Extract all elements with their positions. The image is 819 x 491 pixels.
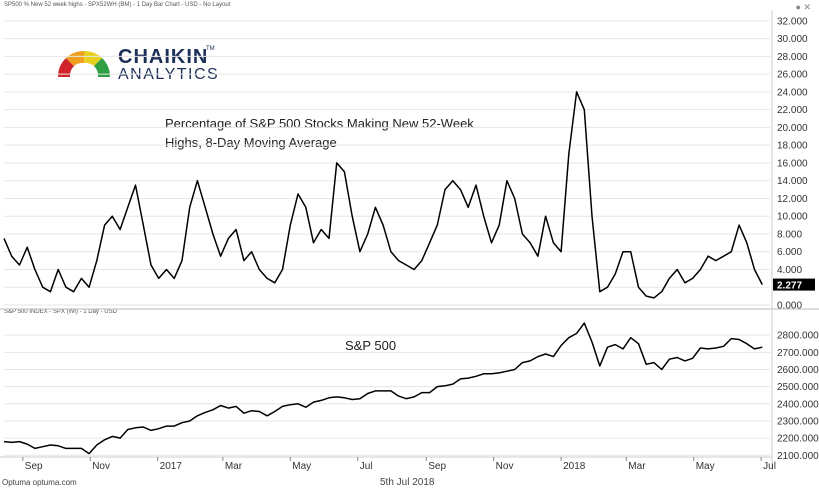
x-tick-label: Nov [496, 461, 514, 472]
logo-tm: TM [206, 46, 215, 52]
y-tick-label: 28.000 [777, 52, 808, 63]
y-tick-label: 24.000 [777, 87, 808, 98]
last-value-box [773, 278, 815, 291]
y-tick-label: 12.000 [777, 194, 808, 205]
x-tick-label: 2017 [160, 461, 183, 472]
y-tick-label: 14.000 [777, 176, 808, 187]
x-tick-label: Mar [225, 461, 243, 472]
y-tick-label: 16.000 [777, 158, 808, 169]
last-value-label: 2.277 [777, 281, 802, 292]
y-tick-label: 30.000 [777, 34, 808, 45]
x-tick-label: May [696, 461, 715, 472]
y-tick-label: 2400.000 [777, 399, 819, 410]
y-tick-label: 6.000 [777, 247, 802, 258]
y-tick-label: 2100.000 [777, 451, 819, 462]
optuma-brand: Optuma optuma.com [2, 478, 77, 487]
y-tick-label: 20.000 [777, 123, 808, 134]
y-tick-label: 2600.000 [777, 365, 819, 376]
y-tick-label: 4.000 [777, 265, 802, 276]
x-tick-label: Nov [92, 461, 110, 472]
y-tick-label: 32.000 [777, 16, 808, 27]
y-tick-label: 26.000 [777, 70, 808, 81]
y-tick-label: 8.000 [777, 229, 802, 240]
gauge-logo-icon [57, 50, 111, 77]
y-tick-label: 2700.000 [777, 348, 819, 359]
window-controls[interactable]: ● ✕ [796, 2, 812, 13]
top-chart-title: SP500 % New 52 week highs - SPX52WH (BM)… [4, 2, 231, 8]
y-tick-label: 2800.000 [777, 331, 819, 342]
footer-date: 5th Jul 2018 [380, 477, 435, 488]
x-tick-label: 2018 [563, 461, 586, 472]
x-tick-label: Mar [628, 461, 646, 472]
y-tick-label: 2300.000 [777, 416, 819, 427]
bottom-chart-title: S&P 500 INDEX - SPX (WI) - 1 Day - USD [4, 309, 117, 315]
y-tick-label: 18.000 [777, 141, 808, 152]
sp500-series-line [3, 322, 763, 455]
x-tick-label: Sep [428, 461, 446, 472]
x-tick-label: Sep [25, 461, 43, 472]
x-tick-label: May [292, 461, 311, 472]
lock-icon[interactable]: ● [795, 2, 801, 12]
new-highs-series-line [3, 91, 763, 299]
close-icon[interactable]: ✕ [803, 2, 811, 12]
y-tick-label: 22.000 [777, 105, 808, 116]
x-tick-label: Jul [360, 461, 373, 472]
x-tick-label: Jul [763, 461, 776, 472]
y-tick-label: 10.000 [777, 212, 808, 223]
y-tick-label: 2500.000 [777, 382, 819, 393]
chaikin-logo: CHAIKIN TM ANALYTICS [56, 44, 218, 84]
bottom-chart-annotation: S&P 500 [345, 338, 397, 353]
y-tick-label: 0.000 [777, 301, 802, 312]
y-tick-label: 2200.000 [777, 434, 819, 445]
logo-line1: CHAIKIN [118, 46, 209, 68]
